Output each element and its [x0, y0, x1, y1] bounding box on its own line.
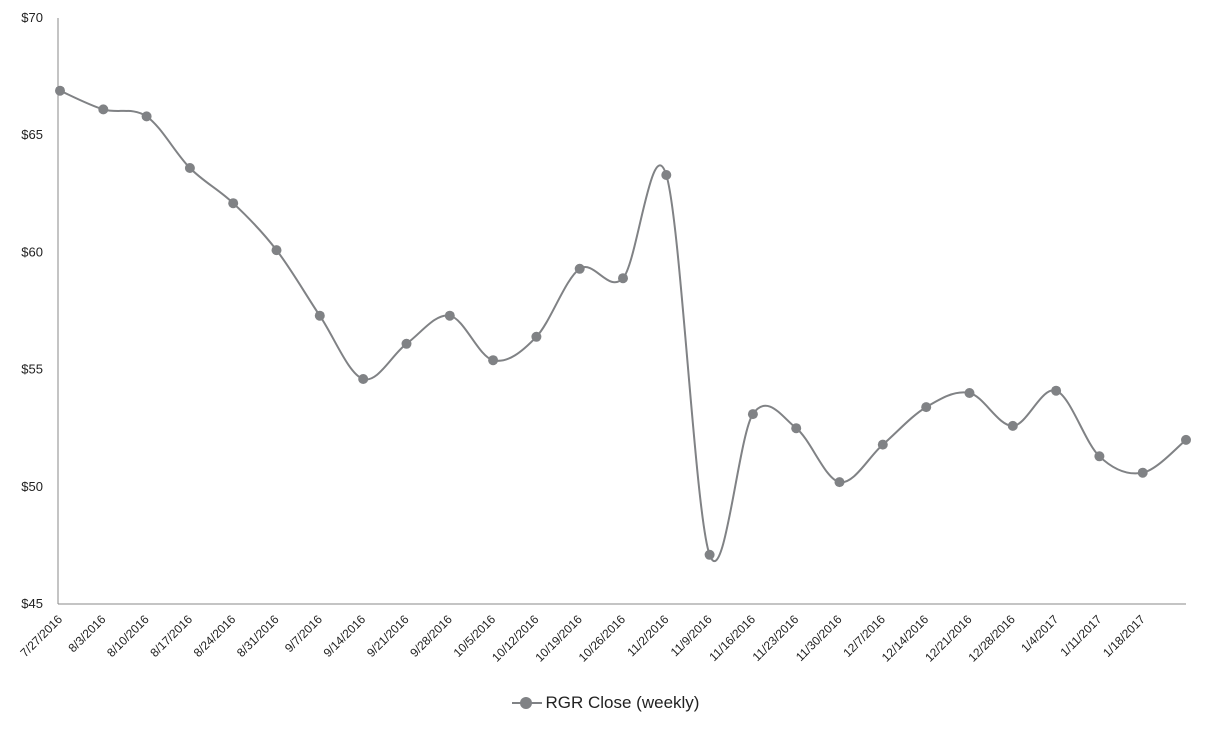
- series-group: [55, 85, 1191, 563]
- x-tick-label: 9/7/2016: [282, 612, 325, 655]
- x-tick-label: 9/21/2016: [364, 612, 412, 660]
- y-tick-label: $65: [21, 127, 43, 142]
- data-point: [55, 85, 65, 96]
- y-tick-label: $70: [21, 10, 43, 25]
- y-tick-label: $60: [21, 244, 43, 259]
- data-point: [618, 273, 628, 284]
- data-point: [228, 198, 239, 209]
- x-tick-label: 8/31/2016: [234, 612, 282, 660]
- data-point: [1007, 420, 1018, 431]
- legend-label: RGR Close (weekly): [545, 693, 700, 712]
- x-tick-label: 7/27/2016: [17, 612, 65, 660]
- x-tick-label: 1/4/2017: [1018, 612, 1061, 655]
- x-tick-label: 8/10/2016: [104, 612, 152, 660]
- data-point: [1094, 451, 1105, 462]
- legend: RGR Close (weekly): [0, 690, 1211, 716]
- x-tick-label: 11/30/2016: [793, 612, 845, 664]
- x-axis: 7/27/2016 8/3/20168/10/20168/17/20168/24/…: [17, 603, 1186, 665]
- data-point: [358, 374, 369, 384]
- x-tick-label: 1/18/2017: [1100, 612, 1148, 660]
- legend-swatch: [511, 696, 542, 710]
- x-tick-label: 9/28/2016: [407, 612, 455, 660]
- data-point: [964, 388, 975, 398]
- y-axis: $45 $50 $55 $60 $65 $70: [21, 10, 59, 611]
- y-tick-label: $45: [21, 596, 43, 611]
- data-point: [488, 355, 499, 366]
- data-point: [704, 549, 715, 560]
- data-point: [791, 423, 802, 434]
- x-tick-label: 8/3/2016: [65, 612, 108, 655]
- x-tick-label: 10/26/2016: [576, 612, 629, 665]
- data-point: [141, 111, 152, 122]
- data-point: [314, 310, 325, 321]
- data-point: [747, 409, 758, 420]
- y-tick-label: $55: [21, 362, 43, 377]
- data-point: [1051, 385, 1062, 396]
- data-point: [401, 338, 412, 349]
- data-point: [877, 439, 888, 450]
- data-point: [834, 477, 845, 488]
- data-point: [661, 170, 672, 180]
- y-tick-label: $50: [21, 479, 43, 494]
- data-point: [444, 310, 455, 321]
- x-tick-label: 1/11/2017: [1057, 612, 1104, 659]
- data-point: [271, 245, 282, 256]
- x-tick-label: 9/14/2016: [321, 612, 369, 660]
- data-point: [184, 163, 195, 173]
- data-point: [1137, 467, 1148, 478]
- x-tick-label: 11/2/2016: [624, 612, 671, 659]
- data-point: [98, 104, 109, 115]
- series-line: [59, 89, 1187, 563]
- data-point: [1181, 434, 1191, 445]
- data-point: [531, 331, 542, 342]
- x-tick-label: 8/17/2016: [147, 612, 195, 660]
- data-point: [921, 402, 932, 413]
- x-tick-label: 12/28/2016: [966, 612, 1019, 665]
- x-tick-label: 8/24/2016: [191, 612, 239, 660]
- data-point: [574, 263, 585, 274]
